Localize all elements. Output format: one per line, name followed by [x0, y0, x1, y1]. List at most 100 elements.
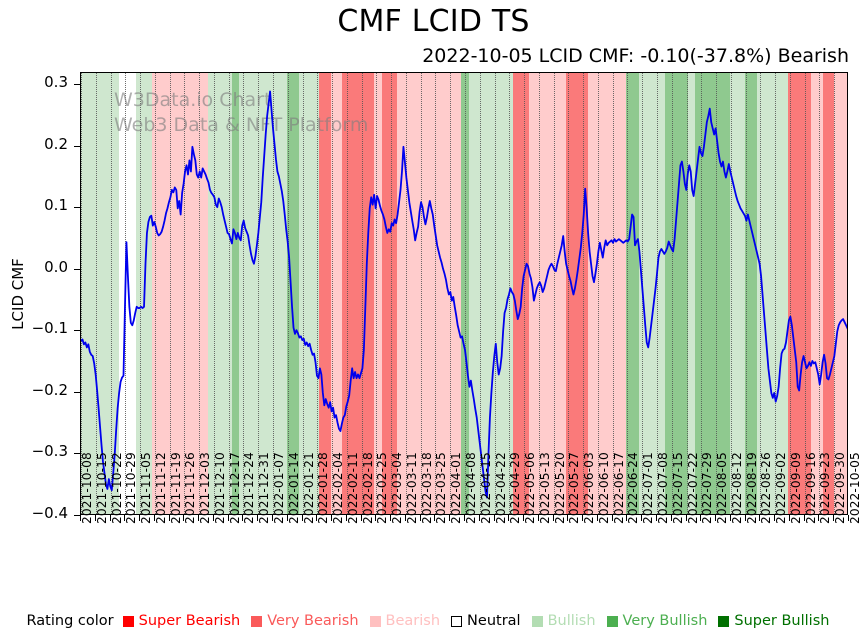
gridline — [346, 73, 348, 514]
x-tick-label: 2022-05-06 — [523, 452, 538, 524]
rating-band — [468, 73, 514, 514]
x-tick-label: 2022-02-25 — [375, 452, 390, 524]
x-tick-mark — [301, 515, 303, 521]
legend-swatch — [251, 615, 263, 627]
gridline — [583, 73, 585, 514]
gridline — [701, 73, 703, 514]
legend-swatch — [122, 615, 134, 627]
x-tick-label: 2022-03-18 — [419, 452, 434, 524]
x-tick-mark — [124, 515, 126, 521]
cmf-series-line — [81, 90, 847, 499]
gridline — [228, 73, 230, 514]
x-tick-label: 2022-09-23 — [818, 452, 833, 524]
legend-title: Rating color — [26, 613, 114, 629]
gridline — [730, 73, 732, 514]
legend-swatch — [606, 615, 618, 627]
rating-band — [574, 73, 589, 514]
y-tick-mark — [74, 515, 80, 516]
rating-band — [342, 73, 359, 514]
x-tick-label: 2021-10-29 — [124, 452, 139, 524]
x-tick-label: 2021-11-05 — [139, 452, 154, 524]
legend-item[interactable]: Neutral — [451, 613, 521, 629]
y-tick-label: −0.1 — [31, 319, 68, 338]
legend-item[interactable]: Very Bullish — [606, 613, 708, 629]
y-tick-mark — [74, 453, 80, 455]
rating-band — [151, 73, 161, 514]
gridline — [538, 73, 540, 514]
gridline — [671, 73, 673, 514]
y-tick-label: −0.2 — [31, 380, 68, 399]
x-tick-label: 2022-04-22 — [493, 452, 508, 524]
x-tick-mark — [286, 515, 288, 521]
x-tick-label: 2022-09-30 — [833, 452, 848, 524]
gridline — [789, 73, 791, 514]
x-tick-label: 2022-04-15 — [478, 452, 493, 524]
y-tick-label: 0.0 — [44, 257, 68, 276]
legend-label: Bullish — [547, 613, 596, 629]
legend-item[interactable]: Super Bearish — [122, 613, 240, 629]
gridline — [302, 73, 304, 514]
y-tick-label: −0.3 — [31, 442, 68, 461]
gridline — [686, 73, 688, 514]
x-tick-mark — [774, 515, 776, 521]
legend-item[interactable]: Super Bullish — [718, 613, 829, 629]
x-tick-label: 2022-01-07 — [272, 452, 286, 524]
gridline — [716, 73, 718, 514]
x-tick-label: 2022-03-25 — [434, 452, 449, 524]
gridline — [775, 73, 777, 514]
x-tick-label: 2022-04-08 — [464, 452, 478, 524]
series-line-holder — [81, 73, 847, 514]
x-tick-label: 2022-06-17 — [611, 452, 626, 524]
x-tick-label: 2021-12-17 — [227, 452, 242, 524]
plot-area: W3Data.io Chart Web3 Data & NFT Platform — [80, 72, 848, 515]
x-tick-mark — [434, 515, 436, 521]
y-tick-label: 0.1 — [44, 196, 68, 215]
legend-swatch — [531, 615, 543, 627]
gridline — [745, 73, 747, 514]
legend-swatch — [369, 615, 381, 627]
x-tick-mark — [212, 515, 214, 521]
x-tick-mark — [611, 515, 613, 521]
rating-band — [565, 73, 575, 514]
rating-band — [373, 73, 383, 514]
x-tick-mark — [168, 515, 170, 521]
x-tick-mark — [508, 515, 510, 521]
gridline — [524, 73, 526, 514]
y-tick-label: 0.2 — [44, 134, 68, 153]
gridline — [391, 73, 393, 514]
x-tick-mark — [449, 515, 451, 521]
gridline — [199, 73, 201, 514]
x-tick-mark — [404, 515, 406, 521]
chart-title: CMF LCID TS — [337, 4, 530, 39]
gridline — [597, 73, 599, 514]
legend-item[interactable]: Bearish — [369, 613, 440, 629]
legend-swatch — [451, 615, 463, 627]
y-tick-label: 0.3 — [44, 73, 68, 92]
x-tick-mark — [685, 515, 687, 521]
x-tick-label: 2022-09-02 — [774, 452, 789, 524]
rating-band — [822, 73, 835, 514]
x-tick-mark — [183, 515, 185, 521]
rating-band — [687, 73, 696, 514]
legend-item[interactable]: Bullish — [531, 613, 596, 629]
gridline — [405, 73, 407, 514]
x-tick-label: 2022-07-15 — [670, 452, 685, 524]
gridline — [819, 73, 821, 514]
x-tick-mark — [478, 515, 480, 521]
gridline — [435, 73, 437, 514]
x-tick-label: 2021-11-12 — [153, 452, 168, 524]
vertical-gridlines — [81, 73, 847, 514]
chart-subtitle: 2022-10-05 LCID CMF: -0.10(-37.8%) Beari… — [422, 45, 849, 67]
x-tick-label: 2022-06-10 — [596, 452, 611, 524]
legend-label: Very Bullish — [622, 613, 708, 629]
legend-item[interactable]: Very Bearish — [251, 613, 359, 629]
x-tick-mark — [153, 515, 155, 521]
gridline — [140, 73, 142, 514]
x-tick-mark — [567, 515, 569, 521]
series-svg — [81, 90, 847, 499]
x-tick-mark — [552, 515, 554, 521]
x-tick-mark — [715, 515, 717, 521]
gridline — [81, 73, 82, 514]
x-tick-mark — [242, 515, 244, 521]
